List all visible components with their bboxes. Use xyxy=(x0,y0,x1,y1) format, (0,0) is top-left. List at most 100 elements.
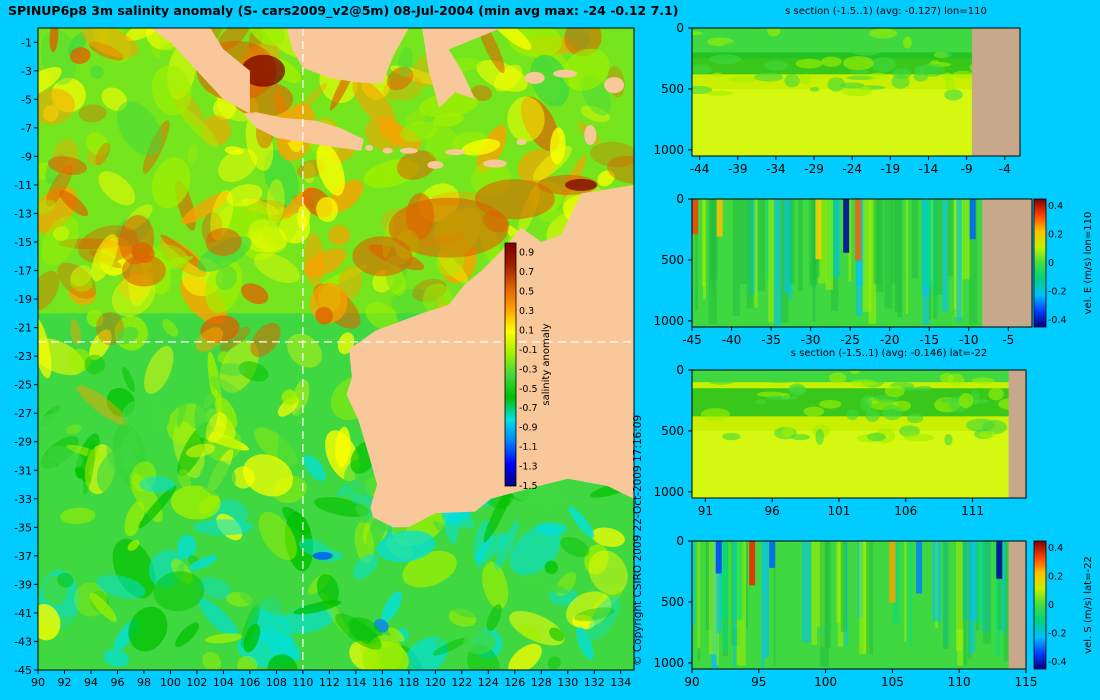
section-blob xyxy=(839,82,865,89)
field-eddy xyxy=(151,65,192,116)
field-eddy xyxy=(142,120,170,174)
x-tick-label: 98 xyxy=(137,676,151,689)
y-tick-label: -15 xyxy=(14,236,32,249)
salinity-field xyxy=(38,28,634,670)
field-eddy xyxy=(65,424,82,435)
section-x-tick-label: 111 xyxy=(961,504,984,518)
island xyxy=(516,139,527,146)
y-tick-label: -13 xyxy=(14,207,32,220)
velocity-colorbar-tick: 0.2 xyxy=(1048,230,1063,241)
island xyxy=(584,125,597,145)
section-stripe xyxy=(892,541,900,623)
field-eddy xyxy=(231,466,255,489)
field-eddy xyxy=(213,97,236,120)
field-eddy xyxy=(580,105,610,123)
section-field xyxy=(692,541,1026,669)
section-land xyxy=(971,28,1020,156)
section-stripe xyxy=(840,541,847,632)
field-eddy xyxy=(198,577,232,600)
field-eddy xyxy=(194,391,218,439)
x-tick-label: 122 xyxy=(451,676,472,689)
field-eddy xyxy=(42,575,68,606)
section-stripe xyxy=(811,541,818,645)
field-eddy xyxy=(38,88,75,125)
field-eddy xyxy=(432,637,468,656)
section-blob xyxy=(767,28,781,37)
velocity-colorbar-label: vel. S (m/s) lat=-22 xyxy=(1083,556,1094,654)
section-x-tick-label: -24 xyxy=(842,162,862,176)
colorbar-tick-label: -0.9 xyxy=(519,423,538,434)
colorbar-label: salinity anomaly xyxy=(541,323,552,405)
section-blob xyxy=(809,87,820,92)
field-eddy xyxy=(548,587,579,606)
section-y-tick-label: 500 xyxy=(661,253,684,267)
section-jet xyxy=(692,199,699,235)
australia xyxy=(346,184,634,528)
section-y-tick-label: 1000 xyxy=(653,143,684,157)
borneo xyxy=(287,28,409,84)
field-eddy xyxy=(57,572,74,588)
field-eddy xyxy=(116,101,163,156)
section-blob xyxy=(846,409,859,421)
section-stripe xyxy=(834,199,840,277)
field-eddy xyxy=(560,536,590,558)
field-eddy xyxy=(354,522,374,564)
section-x-tick-label: -19 xyxy=(881,162,901,176)
y-tick-label: -27 xyxy=(14,407,32,420)
field-eddy xyxy=(293,600,342,615)
field-eddy xyxy=(240,230,278,260)
section-deep-layer xyxy=(692,88,1020,156)
section-x-tick-label: 95 xyxy=(751,675,766,689)
section-x-tick-label: -35 xyxy=(761,333,781,347)
section-blob xyxy=(788,383,806,396)
section-jet xyxy=(996,541,1003,579)
section-stripe xyxy=(897,199,903,318)
field-eddy xyxy=(250,322,281,358)
section-stripe xyxy=(825,199,834,290)
section-blob xyxy=(795,58,823,69)
field-eddy xyxy=(195,327,223,352)
section-stripe xyxy=(801,541,811,643)
x-tick-label: 104 xyxy=(213,676,234,689)
field-eddy xyxy=(188,555,218,571)
y-tick-label: -35 xyxy=(14,521,32,534)
field-eddy xyxy=(38,498,64,541)
section-x-tick-label: -4 xyxy=(999,162,1011,176)
velocity-colorbar xyxy=(1033,540,1047,670)
x-tick-label: 110 xyxy=(292,676,313,689)
field-eddy xyxy=(59,190,89,217)
colorbar-tick-label: -0.7 xyxy=(519,403,538,414)
field-eddy xyxy=(588,595,621,640)
field-eddy xyxy=(38,447,64,490)
field-eddy xyxy=(177,534,197,559)
section-x-tick-label: 101 xyxy=(828,504,851,518)
field-eddy xyxy=(160,234,207,271)
field-eddy xyxy=(532,145,572,181)
field-eddy xyxy=(224,146,244,155)
x-tick-label: 106 xyxy=(239,676,260,689)
y-tick-label: -31 xyxy=(14,464,32,477)
section-blob xyxy=(827,77,846,92)
section-x-tick-label: 110 xyxy=(948,675,971,689)
field-hot-patch xyxy=(565,178,598,191)
section-stripe xyxy=(768,199,774,323)
field-eddy xyxy=(352,553,379,580)
island xyxy=(365,144,374,151)
section-y-tick-label: 500 xyxy=(661,424,684,438)
field-eddy xyxy=(210,189,234,241)
field-eddy xyxy=(388,627,405,642)
section-blob xyxy=(705,90,733,96)
section-blob xyxy=(781,426,794,438)
field-eddy xyxy=(199,460,236,496)
field-eddy xyxy=(284,83,328,126)
section-stripe xyxy=(969,199,978,325)
field-eddy xyxy=(574,607,616,622)
field-eddy xyxy=(530,54,570,107)
section-stripe xyxy=(962,199,970,280)
colorbar-tick-label: -0.5 xyxy=(519,384,538,395)
x-tick-label: 132 xyxy=(584,676,605,689)
y-tick-label: -19 xyxy=(14,293,32,306)
colorbar-tick-label: 0.9 xyxy=(519,248,534,259)
section-stripe xyxy=(947,199,954,277)
